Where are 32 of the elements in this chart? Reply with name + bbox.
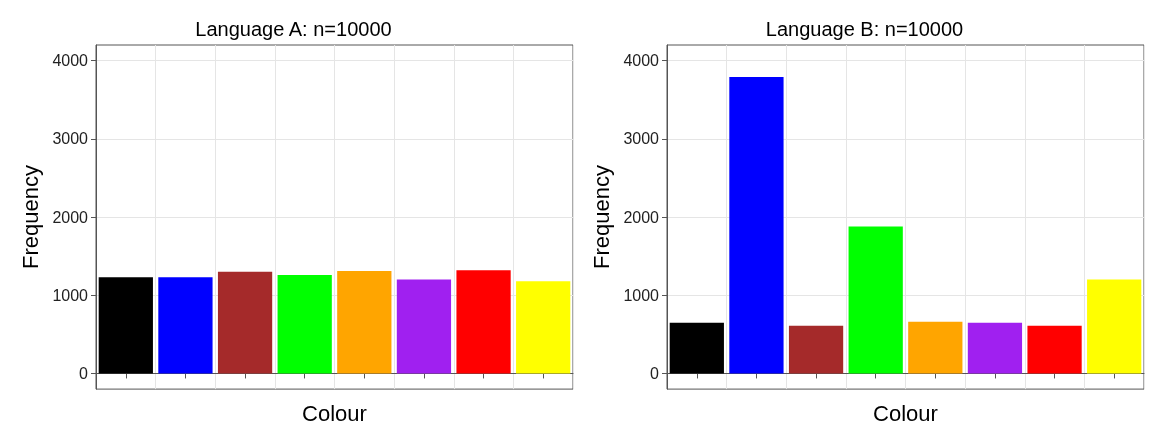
chart-title: Language A: n=10000 bbox=[195, 18, 392, 40]
bar bbox=[967, 322, 1023, 374]
bar bbox=[1027, 325, 1082, 374]
y-tick-label: 0 bbox=[79, 364, 89, 382]
bar bbox=[729, 77, 784, 374]
bar bbox=[908, 321, 963, 374]
bar bbox=[277, 274, 332, 374]
bar bbox=[98, 277, 153, 374]
y-tick-label: 3000 bbox=[52, 130, 89, 148]
chart-title: Language B: n=10000 bbox=[765, 18, 964, 40]
bar bbox=[456, 270, 511, 374]
y-tick-label: 3000 bbox=[623, 130, 660, 148]
y-tick-label: 1000 bbox=[623, 286, 660, 304]
y-tick-label: 0 bbox=[650, 364, 660, 382]
y-tick-label: 1000 bbox=[52, 286, 89, 304]
x-axis-title: Colour bbox=[302, 400, 367, 426]
y-tick-label: 2000 bbox=[623, 208, 660, 226]
bar bbox=[788, 325, 844, 374]
bar bbox=[669, 322, 724, 374]
bar bbox=[516, 281, 571, 374]
bar bbox=[1087, 279, 1142, 374]
x-axis-title: Colour bbox=[873, 400, 938, 426]
y-axis-title: Frequency bbox=[18, 165, 44, 270]
bar bbox=[396, 279, 452, 374]
bar bbox=[217, 271, 273, 374]
y-axis-title: Frequency bbox=[589, 165, 615, 270]
bar bbox=[337, 271, 392, 374]
y-tick-label: 4000 bbox=[623, 52, 660, 70]
y-tick-label: 4000 bbox=[52, 52, 89, 70]
bar bbox=[158, 277, 213, 374]
y-tick-label: 2000 bbox=[52, 208, 89, 226]
bar bbox=[848, 226, 903, 374]
